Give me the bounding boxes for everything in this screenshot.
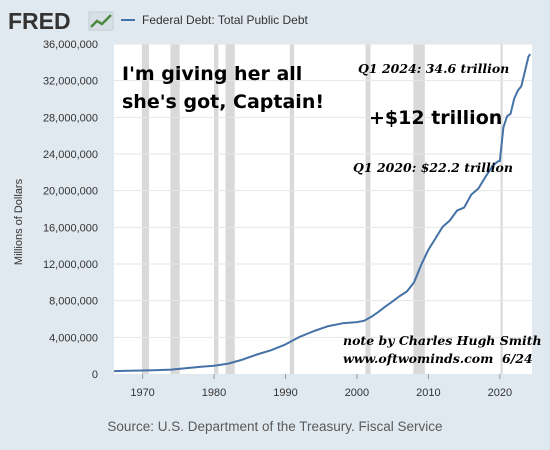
fred-logo-chart-icon xyxy=(88,11,114,31)
x-tick-label: 2000 xyxy=(345,387,369,399)
note-line-2: www.oftwominds.com 6/24 xyxy=(343,351,533,366)
y-tick-label: 20,000,000 xyxy=(43,186,98,198)
x-tick-label: 1990 xyxy=(273,387,297,399)
x-axis-ticks: 1970 1980 1990 2000 2010 2020 xyxy=(130,374,512,399)
y-tick-label: 28,000,000 xyxy=(43,112,98,124)
recession-bar-3 xyxy=(225,44,235,374)
x-tick-label: 2020 xyxy=(488,387,512,399)
legend: Federal Debt: Total Public Debt xyxy=(121,13,309,27)
recession-bar-6 xyxy=(413,44,425,374)
x-tick-label: 1970 xyxy=(130,387,154,399)
annotation-q1-2020: Q1 2020: $22.2 trillion xyxy=(353,160,513,175)
series-line-0 xyxy=(113,53,532,373)
y-tick-label: 4,000,000 xyxy=(49,332,98,344)
headline-line-2: she's got, Captain! xyxy=(122,91,324,113)
y-tick-label: 8,000,000 xyxy=(49,296,98,308)
note-line-1: note by Charles Hugh Smith xyxy=(343,333,542,348)
y-axis-ticks: 0 4,000,000 8,000,000 12,000,000 16,000,000 2… xyxy=(43,39,98,381)
y-tick-label: 16,000,000 xyxy=(43,222,98,234)
recession-bar-4 xyxy=(289,44,295,374)
y-tick-label: 12,000,000 xyxy=(43,259,98,271)
y-tick-label: 0 xyxy=(92,369,98,381)
recession-bar-7 xyxy=(500,44,503,374)
recession-shading xyxy=(141,44,503,374)
recession-bar-1 xyxy=(170,44,180,374)
series-layer xyxy=(113,53,532,373)
annotation-q1-2024: Q1 2024: 34.6 trillion xyxy=(358,61,509,76)
x-tick-label: 1980 xyxy=(202,387,226,399)
fred-logo-text: FRED xyxy=(8,8,71,34)
recession-bar-0 xyxy=(141,44,150,374)
fred-logo[interactable]: FRED xyxy=(8,8,114,34)
y-axis-title: Millions of Dollars xyxy=(13,178,25,265)
annotations: I'm giving her all she's got, Captain! Q… xyxy=(122,61,542,366)
recession-bar-2 xyxy=(214,44,219,374)
y-tick-label: 24,000,000 xyxy=(43,149,98,161)
annotation-increase: +$12 trillion xyxy=(369,107,502,129)
y-tick-label: 36,000,000 xyxy=(43,39,98,51)
gridlines xyxy=(114,43,532,338)
headline-line-1: I'm giving her all xyxy=(122,63,302,85)
source-text: Source: U.S. Department of the Treasury.… xyxy=(107,419,442,434)
legend-label: Federal Debt: Total Public Debt xyxy=(142,13,309,27)
y-tick-label: 32,000,000 xyxy=(43,76,98,88)
x-tick-label: 2010 xyxy=(416,387,440,399)
recession-bar-5 xyxy=(365,44,371,374)
